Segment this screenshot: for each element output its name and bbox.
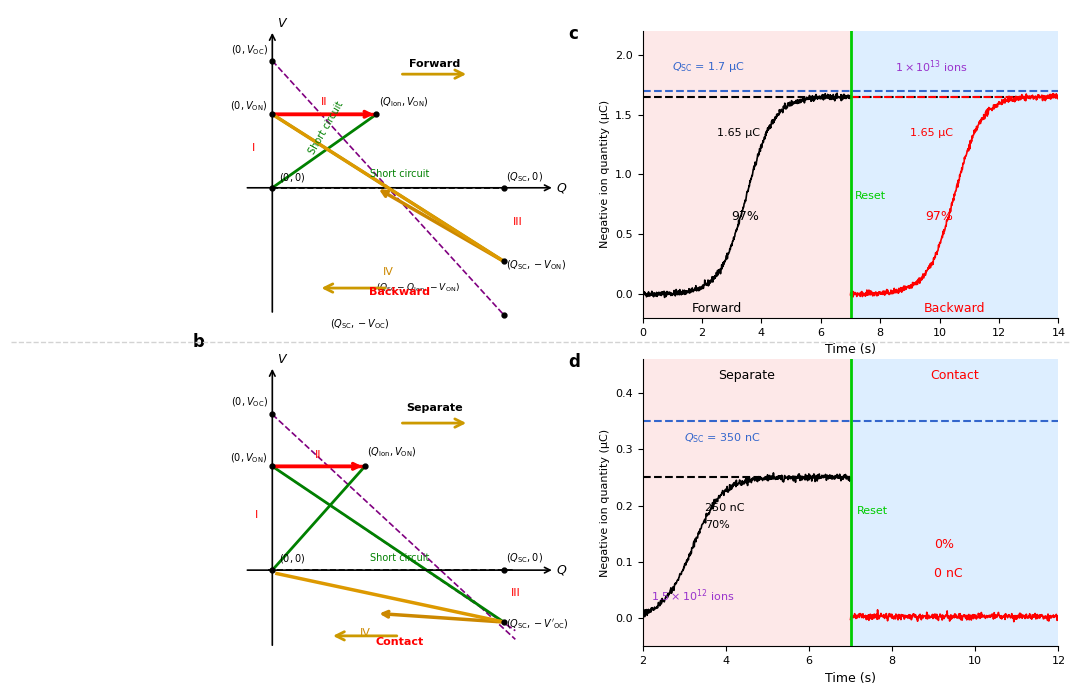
Text: Short circuit: Short circuit [307,99,346,156]
Text: Backward: Backward [369,287,430,297]
Text: IV: IV [360,628,370,638]
Text: Q: Q [557,564,567,577]
Text: Forward: Forward [408,60,460,70]
Text: I: I [255,510,258,521]
Text: 0%: 0% [934,538,954,551]
Text: II: II [315,449,322,460]
Text: Separate: Separate [718,369,775,382]
Text: 70%: 70% [705,521,730,530]
Text: Short circuit: Short circuit [370,169,429,179]
Text: Q: Q [557,181,567,194]
Text: 0 nC: 0 nC [934,566,962,579]
Text: II: II [321,97,327,107]
Text: 1.65 μC: 1.65 μC [910,127,953,137]
Text: $1.5 \times 10^{12}$ ions: $1.5 \times 10^{12}$ ions [651,588,734,604]
Text: III: III [511,588,521,598]
Y-axis label: Negative ion quantity (μC): Negative ion quantity (μC) [599,101,609,248]
Text: Forward: Forward [691,302,742,315]
Text: $(Q_{\rm Ion}, V_{\rm ON})$: $(Q_{\rm Ion}, V_{\rm ON})$ [367,446,417,460]
Text: Short circuit: Short circuit [370,553,429,564]
Text: $(0, 0)$: $(0, 0)$ [280,171,306,184]
Text: $(0, V_{\rm OC})$: $(0, V_{\rm OC})$ [231,395,268,409]
Text: $(0, V_{\rm ON})$: $(0, V_{\rm ON})$ [230,451,268,464]
Text: 250 nC: 250 nC [705,503,744,514]
Text: $(Q_{\rm Ion}, V_{\rm ON})$: $(Q_{\rm Ion}, V_{\rm ON})$ [379,95,429,109]
Bar [643,31,851,318]
Text: 97%: 97% [732,210,759,223]
Text: I: I [252,143,256,153]
Text: III: III [513,217,523,226]
Text: d: d [568,354,580,371]
Text: Separate: Separate [406,403,462,413]
Text: b: b [192,333,204,351]
Bar [851,359,1058,646]
Text: $(Q_{\rm SC}, 0)$: $(Q_{\rm SC}, 0)$ [507,170,543,184]
X-axis label: Time (s): Time (s) [825,672,876,684]
Bar [643,359,851,646]
Text: $(Q_{\rm SC}, -V_{\rm OC})$: $(Q_{\rm SC}, -V_{\rm OC})$ [330,317,390,331]
Text: 1.65 μC: 1.65 μC [717,127,760,137]
Y-axis label: Negative ion quantity (μC): Negative ion quantity (μC) [599,429,609,577]
Text: Backward: Backward [923,302,985,315]
Text: 97%: 97% [924,210,953,223]
Text: V: V [276,353,285,366]
Text: $(0, V_{\rm OC})$: $(0, V_{\rm OC})$ [231,43,268,57]
Text: $(Q_{\rm SC}, -V'_{\rm OC})$: $(Q_{\rm SC}, -V'_{\rm OC})$ [507,617,569,631]
Text: $(Q_{\rm SC}-Q_{\rm Ion}, -V_{\rm ON})$: $(Q_{\rm SC}-Q_{\rm Ion}, -V_{\rm ON})$ [377,281,460,294]
Text: $(Q_{\rm SC}, 0)$: $(Q_{\rm SC}, 0)$ [507,551,543,565]
Text: $(0, 0)$: $(0, 0)$ [280,552,306,565]
Text: $(0, V_{\rm ON})$: $(0, V_{\rm ON})$ [230,99,268,113]
Text: Contact: Contact [376,637,423,646]
Text: Reset: Reset [856,506,888,516]
X-axis label: Time (s): Time (s) [825,343,876,356]
Text: $(Q_{\rm SC}, -V_{\rm ON})$: $(Q_{\rm SC}, -V_{\rm ON})$ [507,259,566,272]
Text: c: c [568,25,578,43]
Text: $Q_{\rm SC}$ = 1.7 μC: $Q_{\rm SC}$ = 1.7 μC [672,60,745,74]
Text: Contact: Contact [930,369,978,382]
Text: $1 \times 10^{13}$ ions: $1 \times 10^{13}$ ions [895,58,968,75]
Text: IV: IV [382,267,393,277]
Text: $Q_{\rm SC}$ = 350 nC: $Q_{\rm SC}$ = 350 nC [685,431,761,445]
Text: Reset: Reset [855,191,886,201]
Text: V: V [276,17,285,30]
Bar [851,31,1058,318]
